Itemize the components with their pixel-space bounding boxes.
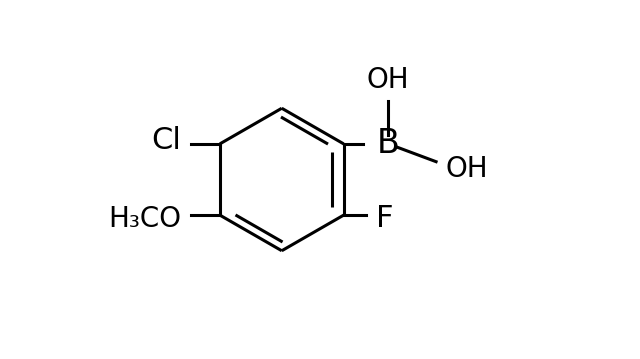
Text: B: B (377, 127, 400, 160)
Text: OH: OH (445, 155, 488, 183)
Text: F: F (376, 204, 393, 233)
Text: H₃CO: H₃CO (109, 205, 182, 233)
Text: OH: OH (367, 66, 410, 94)
Text: Cl: Cl (152, 126, 182, 155)
